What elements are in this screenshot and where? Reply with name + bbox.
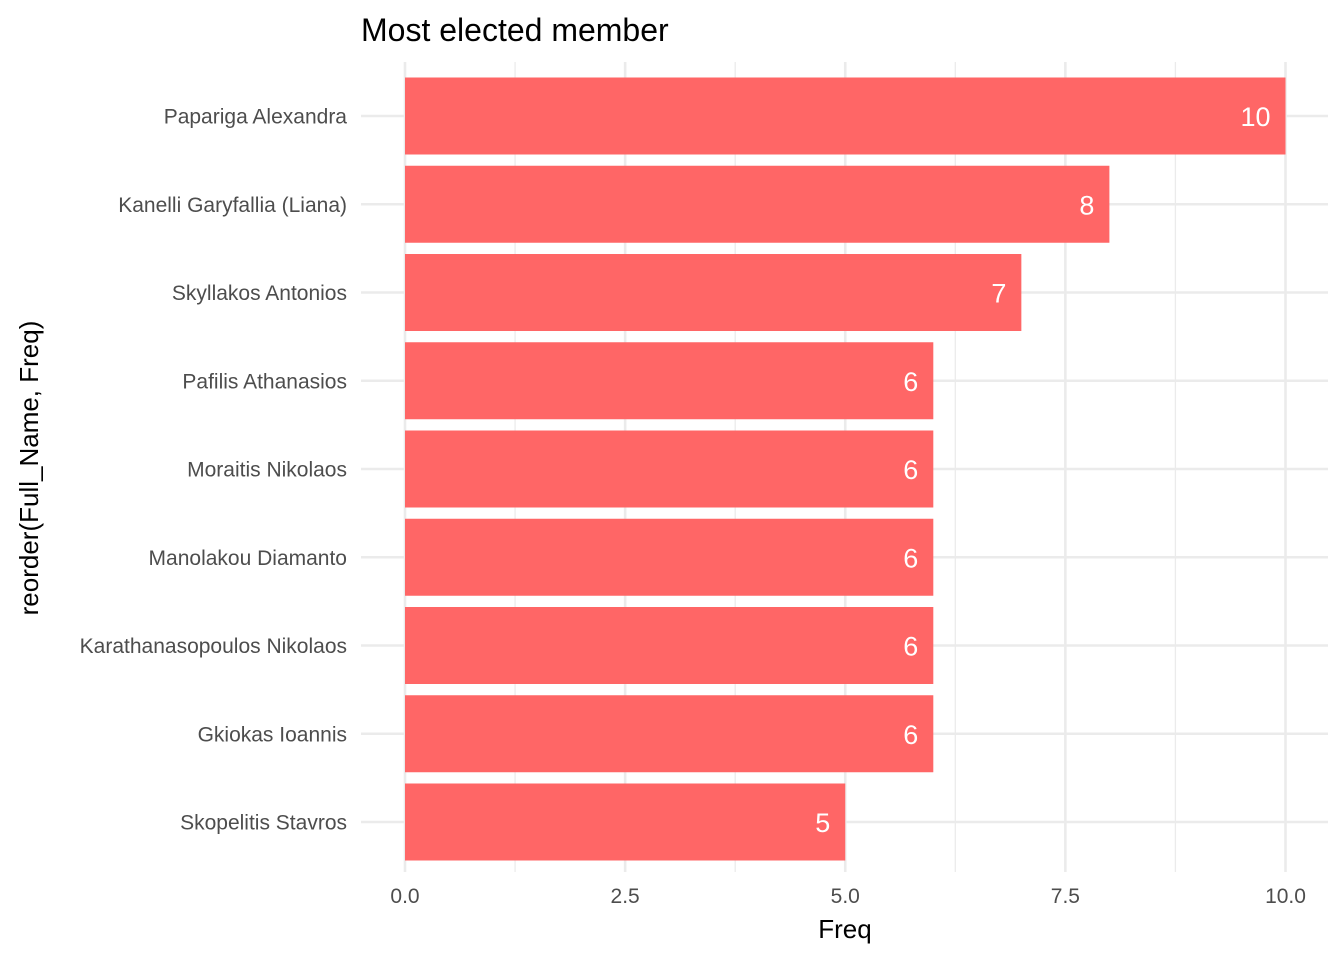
chart-title: Most elected member xyxy=(361,12,669,48)
bar xyxy=(405,77,1286,155)
y-tick-label: Kanelli Garyfallia (Liana) xyxy=(118,194,347,217)
bar xyxy=(405,430,934,508)
bar xyxy=(405,695,934,773)
data-label-layer: 10 8 7 6 6 6 6 6 5 xyxy=(815,102,1270,838)
y-tick-label: Gkiokas Ioannis xyxy=(198,723,347,746)
data-label: 6 xyxy=(903,543,918,573)
y-tick-label: Skopelitis Stavros xyxy=(180,812,347,835)
y-tick-label: Karathanasopoulos Nikolaos xyxy=(80,635,347,658)
data-label: 5 xyxy=(815,808,830,838)
bar xyxy=(405,518,934,596)
bar xyxy=(405,783,846,861)
y-axis-title: reorder(Full_Name, Freq) xyxy=(14,321,44,616)
y-tick-labels: Papariga Alexandra Kanelli Garyfallia (Li… xyxy=(80,106,348,835)
x-tick-label: 5.0 xyxy=(831,885,860,908)
x-axis-title: Freq xyxy=(818,914,871,944)
x-tick-label: 10.0 xyxy=(1265,885,1306,908)
data-label: 10 xyxy=(1240,102,1270,132)
data-label: 6 xyxy=(903,367,918,397)
y-tick-label: Skyllakos Antonios xyxy=(172,282,347,305)
bar xyxy=(405,254,1022,331)
bar-layer xyxy=(405,77,1286,861)
y-tick-label: Papariga Alexandra xyxy=(164,106,348,129)
data-label: 8 xyxy=(1079,190,1094,220)
data-label: 6 xyxy=(903,632,918,662)
bar xyxy=(405,607,934,684)
y-tick-label: Manolakou Diamanto xyxy=(149,547,347,570)
data-label: 6 xyxy=(903,455,918,485)
x-tick-label: 2.5 xyxy=(611,885,640,908)
bar xyxy=(405,342,934,420)
bar xyxy=(405,165,1110,243)
x-tick-labels: 0.0 2.5 5.0 7.5 10.0 xyxy=(390,885,1306,908)
x-tick-label: 7.5 xyxy=(1051,885,1080,908)
data-label: 7 xyxy=(991,279,1006,309)
data-label: 6 xyxy=(903,720,918,750)
y-tick-label: Pafilis Athanasios xyxy=(182,370,347,393)
y-tick-label: Moraitis Nikolaos xyxy=(187,459,347,482)
x-tick-label: 0.0 xyxy=(390,885,419,908)
